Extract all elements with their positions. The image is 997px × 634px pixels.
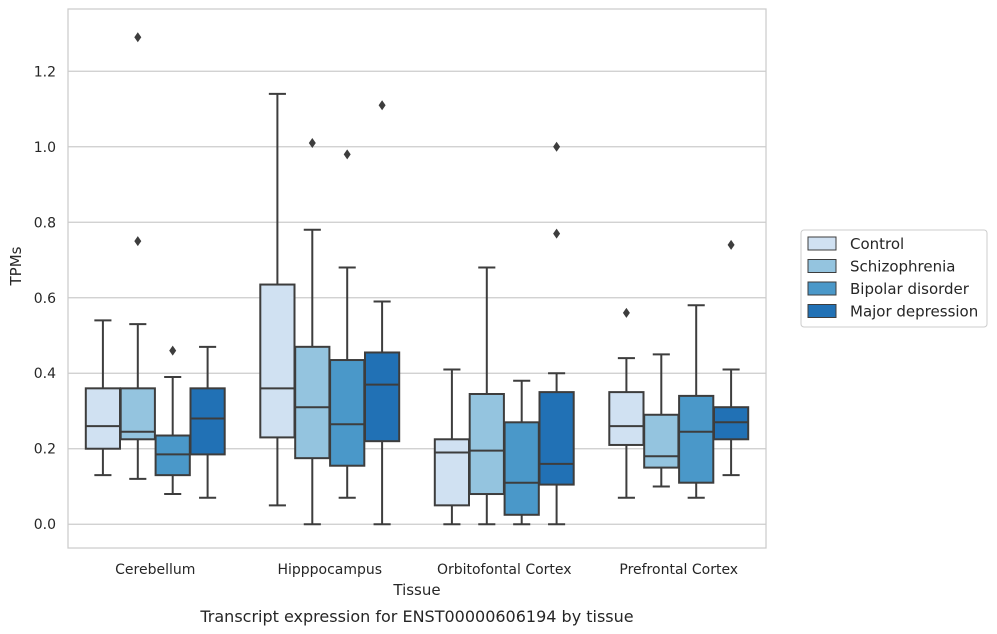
- box-group: [678, 304, 715, 499]
- legend-frame: [800, 229, 988, 328]
- box: [189, 387, 226, 456]
- legend-label: Control: [850, 235, 904, 253]
- outlier-marker: [308, 137, 316, 148]
- outlier-marker: [134, 32, 142, 43]
- x-axis-label: Tissue: [392, 581, 440, 599]
- box: [259, 283, 296, 439]
- x-tick-label: Cerebellum: [115, 562, 195, 578]
- outlier-marker: [169, 345, 177, 356]
- y-tick-label: 0.4: [34, 366, 56, 382]
- box: [329, 359, 366, 467]
- legend-swatch: [807, 281, 837, 296]
- x-tick-label: Hipppocampus: [277, 562, 382, 578]
- x-tick-label: Orbitofontal Cortex: [437, 562, 572, 578]
- y-tick-label: 0.0: [34, 517, 56, 533]
- y-tick-label: 1.0: [34, 140, 56, 156]
- x-axis-ticks: Cerebellum Hipppocampus Orbitofontal Corte…: [115, 562, 738, 578]
- box: [503, 421, 540, 516]
- box: [363, 351, 401, 443]
- box-group: [84, 319, 122, 477]
- box-group: [329, 149, 366, 499]
- y-tick-label: 0.8: [34, 215, 56, 231]
- box-group: [259, 92, 296, 507]
- box-group: [189, 345, 226, 499]
- legend-swatch: [807, 259, 837, 273]
- y-axis-ticks: 0.0 0.2 0.4 0.6 0.8 1.0 1.2: [34, 64, 56, 533]
- box: [538, 391, 575, 486]
- box-group: [538, 141, 575, 526]
- boxes: [84, 32, 750, 526]
- box: [433, 438, 471, 507]
- box: [84, 387, 122, 450]
- box: [468, 393, 505, 496]
- box-group: [643, 353, 680, 488]
- box-group: [468, 266, 505, 526]
- box-group: [712, 239, 750, 477]
- box-group: [503, 379, 540, 526]
- box-group: [433, 368, 471, 526]
- legend-label: Bipolar disorder: [850, 280, 970, 298]
- legend: Control Schizophrenia Bipolar disorder Majo…: [800, 229, 988, 328]
- box: [608, 391, 645, 446]
- chart-caption: Transcript expression for ENST0000060619…: [199, 607, 633, 626]
- outlier-marker: [622, 307, 630, 318]
- box: [643, 413, 680, 469]
- legend-label: Schizophrenia: [850, 258, 955, 276]
- box-group: [363, 100, 401, 526]
- legend-swatch: [807, 236, 837, 251]
- y-tick-label: 1.2: [34, 64, 56, 80]
- outlier-marker: [553, 141, 561, 152]
- outlier-marker: [134, 236, 142, 247]
- x-tick-label: Prefrontal Cortex: [619, 562, 738, 578]
- box: [294, 345, 331, 460]
- box-group: [154, 345, 191, 496]
- y-axis-label: TPMs: [7, 246, 25, 286]
- legend-swatch: [807, 304, 837, 318]
- box-group: [294, 137, 331, 526]
- box-group: [608, 307, 645, 499]
- box: [678, 394, 715, 484]
- outlier-marker: [727, 239, 735, 250]
- plot-frame: [67, 8, 767, 549]
- y-tick-label: 0.6: [34, 291, 56, 307]
- legend-label: Major depression: [850, 303, 978, 321]
- outlier-marker: [378, 100, 386, 111]
- box-group: [119, 32, 156, 480]
- outlier-marker: [343, 149, 351, 160]
- y-tick-label: 0.2: [34, 442, 56, 458]
- outlier-marker: [553, 228, 561, 239]
